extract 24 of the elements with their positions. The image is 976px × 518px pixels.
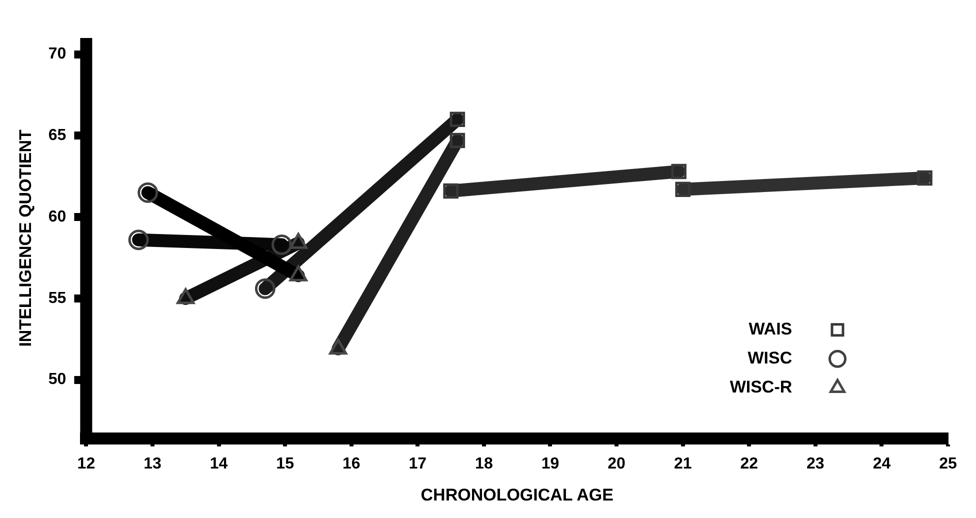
y-tick-label: 65 (48, 127, 66, 144)
legend-label: WAIS (748, 320, 820, 339)
x-tick-label: 14 (210, 455, 228, 472)
y-tick-label: 50 (48, 371, 66, 388)
x-tick-label: 18 (475, 455, 493, 472)
legend-label: WISC-R (730, 378, 820, 397)
y-tick-label: 55 (48, 290, 66, 307)
x-tick-label: 24 (872, 455, 891, 472)
x-tick-label: 12 (77, 455, 96, 472)
x-tick-label: 15 (276, 455, 294, 472)
x-tick-label: 13 (144, 455, 162, 472)
x-tick-label: 21 (674, 455, 692, 472)
x-tick-label: 23 (806, 455, 824, 472)
x-tick-label: 19 (541, 455, 560, 472)
y-tick-label: 70 (48, 46, 66, 63)
x-tick-label: 25 (939, 455, 957, 472)
x-tick-label: 16 (342, 455, 360, 472)
legend-label: WISC (748, 348, 820, 368)
x-tick-label: 17 (408, 455, 427, 472)
x-tick-label: 20 (608, 455, 626, 472)
x-tick-label: 22 (740, 455, 758, 472)
x-axis-title: CHRONOLOGICAL AGE (420, 485, 614, 504)
y-tick-label: 60 (48, 208, 66, 226)
y-axis-title: INTELLIGENCE QUOTIENT (16, 128, 35, 347)
